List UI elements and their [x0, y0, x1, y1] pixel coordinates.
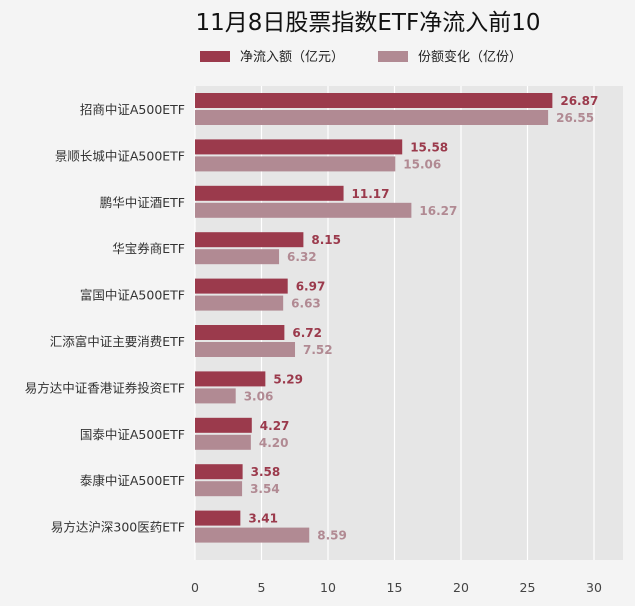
data-label: 5.29 — [273, 372, 303, 386]
bar-share-change — [195, 434, 251, 450]
x-tick-labels: 0 5 10 15 20 25 30 — [191, 580, 602, 595]
chart-title: 11月8日股票指数ETF净流入前10 — [196, 10, 541, 36]
data-label: 4.27 — [260, 419, 290, 433]
data-label: 6.72 — [292, 326, 322, 340]
x-tick-label: 0 — [191, 580, 199, 595]
data-label: 4.20 — [259, 436, 289, 450]
bar-net-inflow — [195, 325, 285, 340]
data-label: 3.58 — [251, 465, 281, 479]
bar-share-change — [195, 249, 280, 265]
category-label: 汇添富中证主要消费ETF — [50, 334, 185, 349]
category-labels: 招商中证A500ETF 景顺长城中证A500ETF 鹏华中证酒ETF 华宝券商ETF 富… — [25, 102, 185, 535]
data-label: 15.58 — [410, 140, 448, 154]
x-tick-label: 5 — [258, 580, 266, 595]
x-tick-label: 15 — [387, 580, 403, 595]
bar-net-inflow — [195, 232, 304, 248]
data-label: 26.55 — [556, 111, 594, 125]
category-label: 华宝券商ETF — [112, 241, 185, 256]
bar-net-inflow — [195, 510, 241, 526]
legend-swatch-net-inflow — [200, 51, 230, 62]
bar-net-inflow — [195, 185, 344, 201]
category-label: 招商中证A500ETF — [80, 102, 185, 117]
data-label: 6.32 — [287, 250, 317, 264]
data-label: 16.27 — [419, 204, 457, 218]
bar-net-inflow — [195, 417, 252, 433]
data-label: 15.06 — [403, 157, 441, 171]
legend-label-net-inflow: 净流入额（亿元） — [240, 50, 344, 65]
data-label: 7.52 — [303, 343, 333, 357]
data-label: 6.97 — [296, 280, 326, 294]
data-label: 3.41 — [248, 512, 278, 526]
category-label: 易方达沪深300医药ETF — [51, 520, 185, 535]
data-label: 26.87 — [560, 94, 598, 108]
category-label: 易方达中证香港证券投资ETF — [25, 380, 185, 395]
bar-net-inflow — [195, 464, 243, 480]
category-label: 国泰中证A500ETF — [80, 427, 185, 442]
data-label: 11.17 — [352, 187, 390, 201]
data-label: 8.15 — [311, 233, 341, 247]
category-label: 泰康中证A500ETF — [80, 473, 185, 488]
data-label: 3.06 — [244, 389, 274, 403]
bar-net-inflow — [195, 139, 403, 155]
bar-net-inflow — [195, 371, 266, 387]
bar-share-change — [195, 202, 412, 218]
category-label: 富国中证A500ETF — [80, 288, 185, 303]
legend-label-share-change: 份额变化（亿份） — [418, 49, 522, 65]
data-label: 3.54 — [250, 482, 280, 496]
x-tick-label: 10 — [320, 580, 336, 595]
bars: 26.87 26.55 15.58 15.06 11.17 16.27 8.15 6.32 6.… — [195, 93, 598, 543]
bar-net-inflow — [195, 278, 288, 294]
bar-net-inflow — [195, 93, 553, 108]
bar-share-change — [195, 527, 310, 543]
legend-swatch-share-change — [378, 51, 408, 62]
category-label: 鹏华中证酒ETF — [100, 195, 185, 210]
bar-share-change — [195, 388, 236, 404]
data-label: 6.63 — [291, 297, 321, 311]
bar-share-change — [195, 110, 549, 125]
x-tick-label: 25 — [520, 580, 536, 595]
x-tick-label: 20 — [453, 580, 469, 595]
category-label: 景顺长城中证A500ETF — [55, 148, 185, 163]
data-label: 8.59 — [317, 529, 347, 543]
x-tick-label: 30 — [586, 580, 602, 595]
bar-share-change — [195, 156, 396, 172]
bar-share-change — [195, 342, 296, 357]
legend: 净流入额（亿元） 份额变化（亿份） — [200, 49, 522, 65]
bar-share-change — [195, 295, 284, 311]
bar-share-change — [195, 481, 243, 497]
